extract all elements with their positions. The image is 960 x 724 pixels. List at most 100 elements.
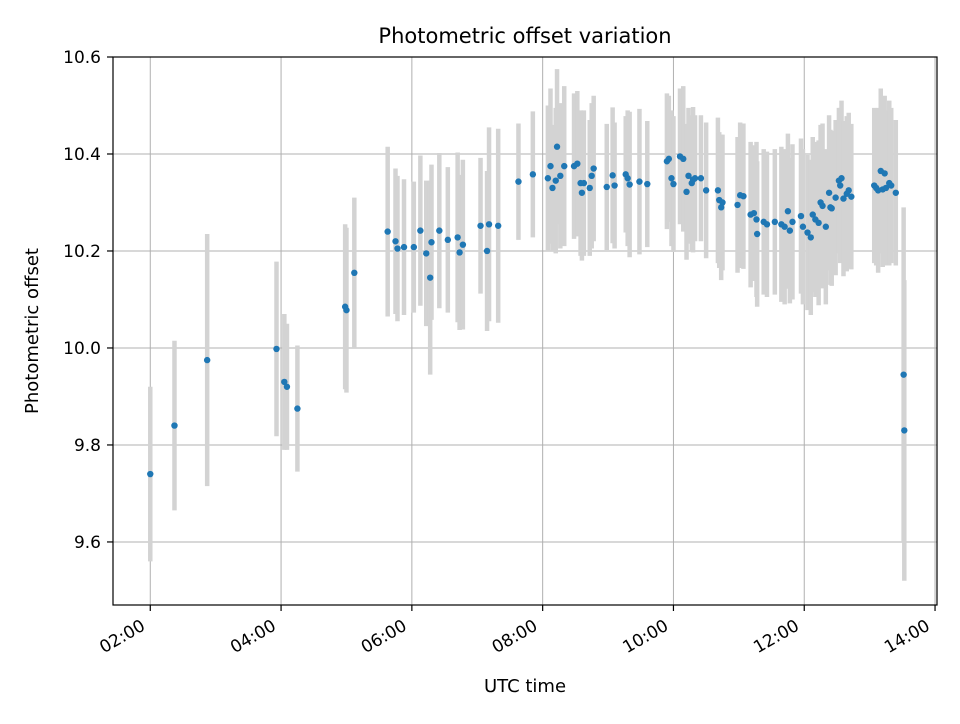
data-point [580,179,588,187]
data-point [815,219,822,227]
x-tick-label: 06:00 [358,616,410,658]
data-point [273,345,280,353]
x-tick-label: 12:00 [750,616,802,658]
x-tick-label: 10:00 [620,616,672,658]
data-point [799,223,807,230]
data-point [428,239,435,246]
data-point [483,247,491,255]
data-point [426,274,434,281]
data-point [702,187,710,194]
data-point [838,175,845,182]
data-point [557,172,564,180]
data-point [668,175,675,182]
data-point [626,181,633,188]
y-tick-label: 10.6 [63,48,101,68]
data-point [837,182,844,189]
data-point [786,227,794,234]
data-point [410,243,418,251]
data-point [832,194,839,201]
data-point [544,175,552,182]
data-point [553,143,561,150]
data-point [734,201,741,209]
x-tick-label: 08:00 [489,616,541,658]
data-point [753,230,761,238]
data-point [804,229,811,236]
data-point [840,195,847,202]
data-point [789,218,796,226]
chart-title: Photometric offset variation [378,24,671,48]
data-point [547,162,554,170]
x-axis-label: UTC time [484,676,566,697]
plot-frame [112,56,938,606]
data-point [683,188,690,196]
data-point [750,209,758,217]
data-point [586,184,593,192]
x-tick-label: 02:00 [96,616,148,658]
data-point [685,172,692,180]
y-tick-label: 9.6 [74,533,101,553]
y-axis-label: Photometric offset [22,248,43,414]
data-point [392,238,399,245]
data-point [691,175,699,182]
data-point [456,249,463,256]
data-point [819,202,826,210]
data-point [845,187,852,194]
data-point [771,218,779,226]
data-point [670,180,677,188]
data-point [494,222,502,229]
data-point [719,199,726,206]
y-tick-label: 10.4 [63,145,101,165]
data-point [394,245,401,252]
data-point [809,211,816,218]
data-point [400,243,408,251]
data-point [763,221,771,228]
data-point [171,422,178,429]
data-point [881,170,888,177]
data-point [417,227,424,234]
data-point [549,184,556,192]
data-point [665,155,673,163]
data-point [611,182,618,189]
data-point [561,162,568,170]
data-point [740,192,747,200]
x-tick-label: 14:00 [881,616,933,658]
errorbar-layer [148,69,907,581]
data-point [515,178,522,185]
data-point [384,228,391,235]
data-point [717,204,725,211]
data-point [590,165,597,172]
y-tick-label: 10.2 [63,242,101,262]
data-point [529,171,537,178]
data-point [444,236,452,244]
data-point [882,184,890,192]
data-point [578,189,586,196]
data-point [477,222,484,229]
data-point [680,155,687,163]
data-point [423,250,430,257]
point-layer [147,143,908,478]
data-point [624,175,631,182]
data-point [781,223,788,230]
data-point [485,221,493,228]
data-point [294,405,301,412]
data-point [888,182,895,189]
data-point [848,193,855,200]
data-point [807,234,814,241]
data-point [644,180,651,188]
data-point [459,241,467,248]
data-point [892,189,899,196]
data-point [552,177,559,184]
data-point [436,227,443,234]
data-point [825,189,833,196]
y-tick-label: 10.0 [63,339,101,359]
data-point [797,212,805,220]
data-point [609,172,616,179]
data-point [822,223,830,230]
data-point [574,160,581,167]
data-point [281,378,288,386]
data-point [900,371,907,378]
data-point [454,234,461,241]
data-point [588,172,595,180]
